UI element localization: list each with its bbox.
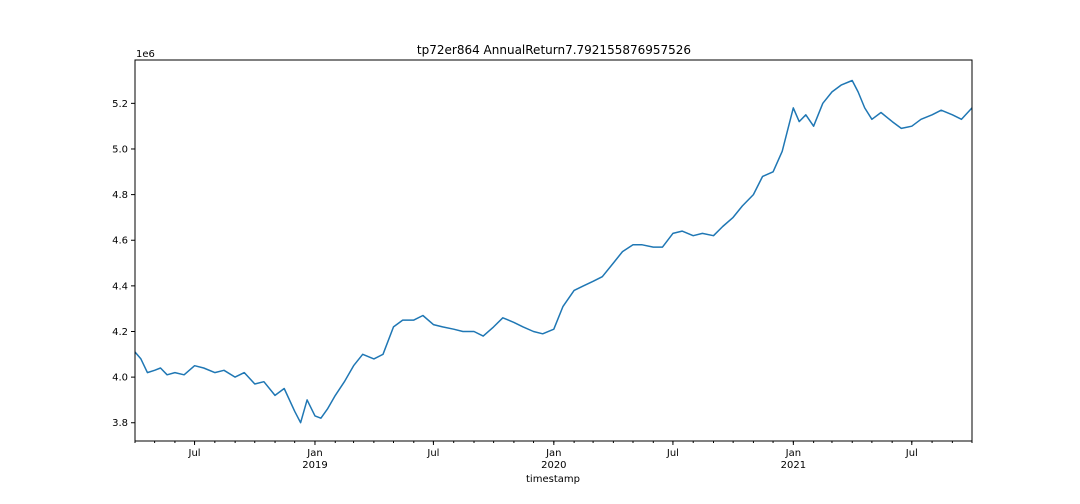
y-tick-label: 4.6 xyxy=(112,236,128,247)
x-tick-label: Jul xyxy=(188,448,201,459)
x-tick-year-label: 2019 xyxy=(302,460,327,471)
x-tick-label: Jul xyxy=(426,448,439,459)
y-tick-label: 5.2 xyxy=(112,99,128,110)
y-axis: 3.8 4.0 4.2 4.4 4.6 4.8 5.0 5.2 xyxy=(112,99,135,429)
x-tick-label: Jan xyxy=(306,448,322,459)
x-axis-label: timestamp xyxy=(526,474,580,485)
y-offset-label: 1e6 xyxy=(136,49,155,60)
x-tick-label: Jan xyxy=(545,448,561,459)
y-tick-label: 4.4 xyxy=(112,281,128,292)
x-tick-year-label: 2020 xyxy=(541,460,566,471)
plot-area xyxy=(134,79,973,424)
x-tick-label: Jan xyxy=(785,448,801,459)
y-tick-label: 5.0 xyxy=(112,144,128,155)
chart-title: tp72er864 AnnualReturn7.792155876957526 xyxy=(417,43,691,57)
series-line xyxy=(134,79,973,424)
plot-frame xyxy=(134,59,973,442)
y-tick-label: 3.8 xyxy=(112,418,128,429)
x-tick-year-label: 2021 xyxy=(781,460,806,471)
x-tick-label: Jul xyxy=(905,448,918,459)
x-tick-label: Jul xyxy=(666,448,679,459)
y-tick-label: 4.0 xyxy=(112,373,128,384)
y-tick-label: 4.8 xyxy=(112,190,128,201)
y-tick-label: 4.2 xyxy=(112,327,128,338)
